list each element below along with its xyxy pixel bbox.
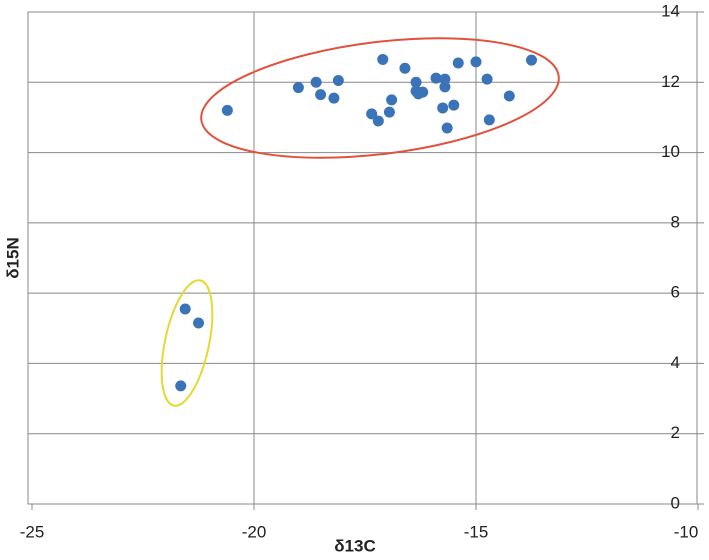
point [417,86,429,98]
x-tick-label: -20 [242,522,267,541]
point [315,89,327,101]
point [483,114,495,126]
y-tick-label: 2 [671,423,680,442]
point [372,115,384,127]
point [437,102,449,114]
point [439,81,451,93]
plot-frame [27,11,698,505]
point [383,106,395,118]
y-tick-label: 14 [661,1,680,20]
point [179,303,191,315]
point [430,72,442,84]
point [399,62,411,74]
point [452,57,464,69]
y-tick-label: 6 [671,283,680,302]
x-axis-title: δ13C [334,536,376,555]
y-tick-label: 10 [661,142,680,161]
point [377,53,389,65]
point [410,76,422,88]
grid [28,11,697,505]
y-axis-title: δ15N [3,237,22,279]
point [439,73,451,85]
point [448,99,460,111]
point [310,76,322,88]
point [221,104,233,116]
y-tick-label: 0 [671,493,680,512]
point [175,380,187,392]
point [470,56,482,68]
point [193,317,204,329]
point [366,108,378,120]
point [503,90,515,102]
point [481,73,493,85]
point [441,122,453,134]
point [386,94,398,106]
x-tick-label: -25 [20,522,45,541]
point [292,82,304,94]
point [332,75,344,87]
point [526,54,537,66]
x-tick-label: -10 [674,522,699,541]
y-tick-label: 4 [671,353,680,372]
cluster-ellipse [160,279,214,407]
x-tick-label: -15 [464,522,489,541]
point [328,92,340,104]
cluster-ellipse [200,37,560,159]
y-tick-label: 12 [661,72,680,91]
y-tick-label: 8 [671,212,680,231]
